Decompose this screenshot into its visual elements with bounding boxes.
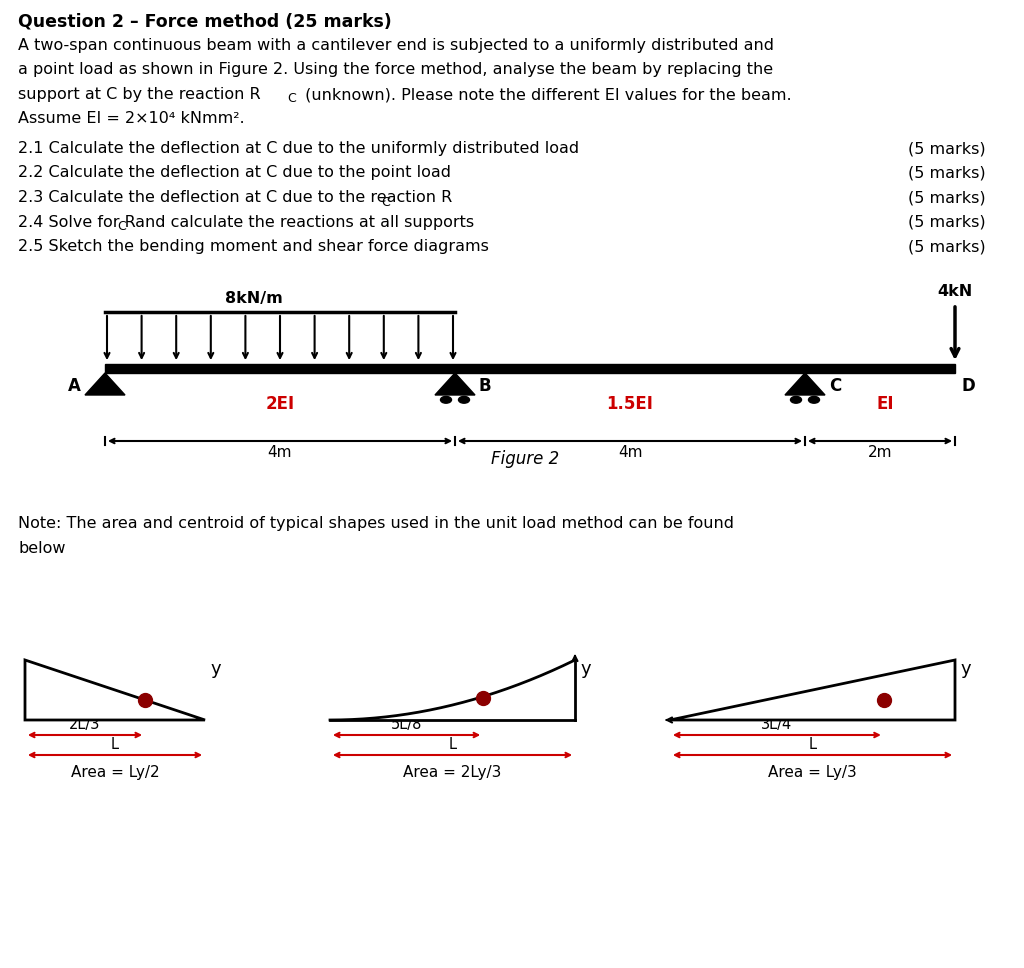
Text: L: L xyxy=(809,737,816,752)
Polygon shape xyxy=(435,373,475,395)
Text: L: L xyxy=(111,737,119,752)
Text: 3L/4: 3L/4 xyxy=(761,717,793,732)
Text: 2m: 2m xyxy=(867,445,892,460)
Text: and calculate the reactions at all supports: and calculate the reactions at all suppo… xyxy=(130,215,474,229)
Text: D: D xyxy=(961,377,975,395)
Text: A two-span continuous beam with a cantilever end is subjected to a uniformly dis: A two-span continuous beam with a cantil… xyxy=(18,38,774,53)
Ellipse shape xyxy=(791,397,802,404)
Text: (unknown). Please note the different EI values for the beam.: (unknown). Please note the different EI … xyxy=(300,87,792,102)
Text: 4m: 4m xyxy=(617,445,642,460)
Text: B: B xyxy=(479,377,492,395)
Text: Area = Ly/2: Area = Ly/2 xyxy=(71,765,160,780)
Text: Question 2 – Force method (25 marks): Question 2 – Force method (25 marks) xyxy=(18,13,392,31)
Text: y: y xyxy=(961,660,972,678)
Text: 2.4 Solve for R: 2.4 Solve for R xyxy=(18,215,136,229)
Text: 5L/8: 5L/8 xyxy=(391,717,422,732)
Polygon shape xyxy=(330,660,575,720)
Text: 8kN/m: 8kN/m xyxy=(225,291,283,306)
Text: (5 marks): (5 marks) xyxy=(908,239,986,254)
Text: (5 marks): (5 marks) xyxy=(908,141,986,156)
Text: 2.1 Calculate the deflection at C due to the uniformly distributed load: 2.1 Calculate the deflection at C due to… xyxy=(18,141,580,156)
Bar xyxy=(105,364,955,373)
Text: 2EI: 2EI xyxy=(265,395,295,413)
Text: Note: The area and centroid of typical shapes used in the unit load method can b: Note: The area and centroid of typical s… xyxy=(18,516,734,531)
Text: C: C xyxy=(117,220,126,233)
Text: Figure 2: Figure 2 xyxy=(490,450,559,468)
Ellipse shape xyxy=(459,397,469,404)
Text: Area = Ly/3: Area = Ly/3 xyxy=(768,765,857,780)
Text: 2.5 Sketch the bending moment and shear force diagrams: 2.5 Sketch the bending moment and shear … xyxy=(18,239,488,254)
Polygon shape xyxy=(670,660,955,720)
Text: A: A xyxy=(69,377,81,395)
Text: (5 marks): (5 marks) xyxy=(908,215,986,229)
Ellipse shape xyxy=(809,397,819,404)
Text: 2.2 Calculate the deflection at C due to the point load: 2.2 Calculate the deflection at C due to… xyxy=(18,166,451,180)
Text: below: below xyxy=(18,541,66,556)
Text: 4m: 4m xyxy=(267,445,292,460)
Text: L: L xyxy=(449,737,457,752)
Polygon shape xyxy=(85,373,125,395)
Text: C: C xyxy=(829,377,842,395)
Text: 2.3 Calculate the deflection at C due to the reaction R: 2.3 Calculate the deflection at C due to… xyxy=(18,190,453,205)
Text: y: y xyxy=(211,660,221,678)
Text: a point load as shown in Figure 2. Using the force method, analyse the beam by r: a point load as shown in Figure 2. Using… xyxy=(18,63,773,77)
Text: Assume EI = 2×10⁴ kNmm².: Assume EI = 2×10⁴ kNmm². xyxy=(18,111,245,127)
Text: 1.5EI: 1.5EI xyxy=(606,395,653,413)
Ellipse shape xyxy=(440,397,452,404)
Text: Area = 2Ly/3: Area = 2Ly/3 xyxy=(403,765,502,780)
Text: C: C xyxy=(288,93,296,106)
Text: support at C by the reaction R: support at C by the reaction R xyxy=(18,87,261,102)
Polygon shape xyxy=(25,660,205,720)
Text: C: C xyxy=(381,196,390,208)
Polygon shape xyxy=(785,373,825,395)
Text: EI: EI xyxy=(877,395,894,413)
Text: (5 marks): (5 marks) xyxy=(908,190,986,205)
Text: 4kN: 4kN xyxy=(937,284,973,299)
Text: y: y xyxy=(581,660,592,678)
Text: 2L/3: 2L/3 xyxy=(70,717,100,732)
Text: (5 marks): (5 marks) xyxy=(908,166,986,180)
